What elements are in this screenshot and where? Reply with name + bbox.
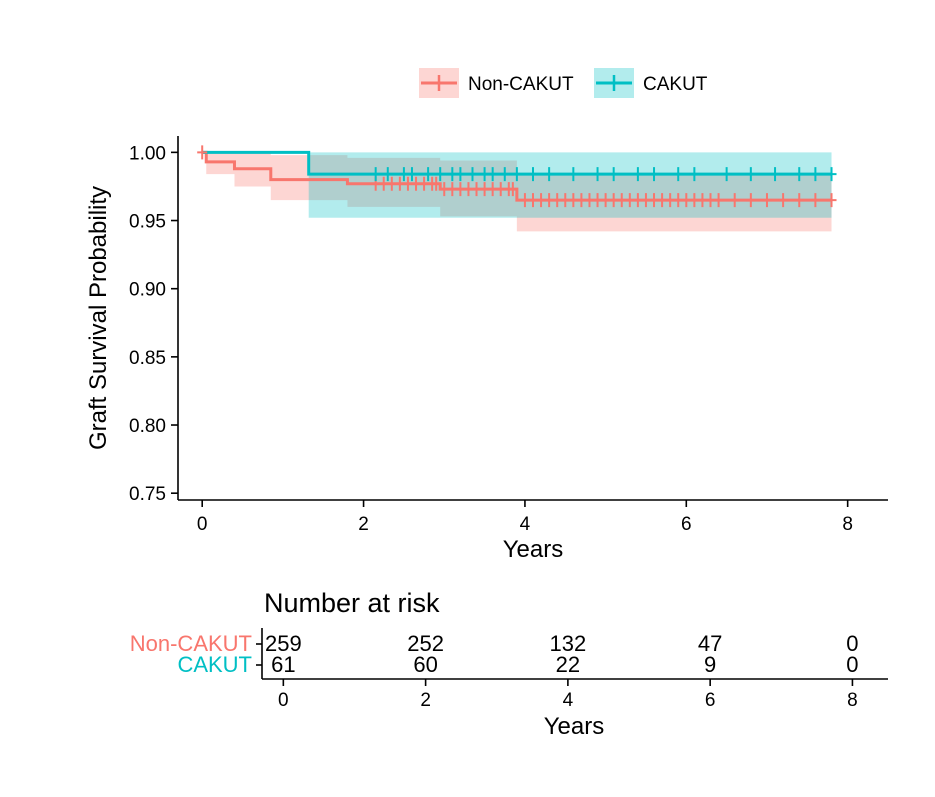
x-tick-label: 0 bbox=[197, 514, 208, 535]
x-tick-label: 6 bbox=[681, 514, 692, 535]
censor-mark-cakut bbox=[544, 167, 555, 182]
y-tick-label: 0.85 bbox=[129, 348, 166, 369]
risk-count-non-cakut: 47 bbox=[698, 631, 722, 656]
risk-count-cakut: 22 bbox=[556, 652, 580, 677]
legend-label-cakut: CAKUT bbox=[643, 74, 708, 95]
risk-x-axis-label: Years bbox=[544, 713, 605, 740]
censor-mark-cakut bbox=[810, 167, 821, 182]
y-tick-label: 0.90 bbox=[129, 280, 166, 301]
censor-mark-non-cakut bbox=[761, 193, 772, 208]
censor-mark-cakut bbox=[406, 167, 417, 182]
censor-mark-cakut bbox=[568, 167, 579, 182]
censor-mark-cakut bbox=[770, 167, 781, 182]
risk-x-tick-label: 0 bbox=[278, 690, 289, 711]
censor-mark-non-cakut bbox=[778, 193, 789, 208]
y-tick-label: 0.75 bbox=[129, 484, 166, 505]
survival-plot: 0.75 0.80 0.85 0.90 0.95 1.00 0 2 4 6 8 Years Gra… bbox=[85, 136, 888, 563]
censor-mark-cakut bbox=[455, 167, 466, 182]
legend-label-non-cakut: Non-CAKUT bbox=[468, 74, 574, 95]
legend-item-non-cakut: Non-CAKUT bbox=[419, 68, 574, 98]
y-axis-label: Graft Survival Probability bbox=[85, 186, 112, 450]
censor-mark-cakut bbox=[382, 167, 393, 182]
x-axis-ticks: 0 2 4 6 8 bbox=[197, 500, 853, 535]
censor-mark-cakut bbox=[745, 167, 756, 182]
censor-mark-cakut bbox=[794, 167, 805, 182]
censor-mark-cakut bbox=[673, 167, 684, 182]
risk-x-tick-label: 6 bbox=[705, 690, 716, 711]
censor-mark-cakut bbox=[511, 167, 522, 182]
censor-mark-cakut bbox=[592, 167, 603, 182]
y-tick-label: 0.95 bbox=[129, 212, 166, 233]
censor-mark-cakut bbox=[528, 167, 538, 182]
risk-count-cakut: 60 bbox=[413, 652, 437, 677]
risk-row-label-non-cakut: Non-CAKUT bbox=[130, 631, 252, 656]
risk-count-non-cakut: 132 bbox=[550, 631, 587, 656]
censor-mark-cakut bbox=[370, 167, 381, 182]
censor-mark-cakut bbox=[467, 167, 478, 182]
risk-count-cakut: 61 bbox=[271, 652, 295, 677]
censor-mark-cakut bbox=[423, 167, 434, 182]
risk-count-non-cakut: 259 bbox=[265, 631, 302, 656]
censor-mark-non-cakut bbox=[197, 145, 208, 160]
censor-marks bbox=[197, 145, 837, 208]
risk-table-rows: Non-CAKUT 259 252 132 47 0 CAKUT 61 60 22 9 0 bbox=[130, 631, 859, 677]
legend: Non-CAKUT CAKUT bbox=[419, 68, 708, 98]
censor-mark-cakut bbox=[499, 167, 510, 182]
censor-mark-non-cakut bbox=[713, 193, 724, 208]
censor-mark-cakut bbox=[721, 167, 732, 182]
censor-mark-cakut bbox=[632, 167, 643, 182]
y-tick-label: 1.00 bbox=[129, 143, 166, 164]
censor-mark-cakut bbox=[435, 167, 446, 182]
x-tick-label: 2 bbox=[358, 514, 369, 535]
risk-count-non-cakut: 252 bbox=[407, 631, 444, 656]
legend-item-cakut: CAKUT bbox=[594, 68, 708, 98]
risk-count-non-cakut: 0 bbox=[846, 631, 858, 656]
risk-count-cakut: 9 bbox=[704, 652, 716, 677]
y-tick-label: 0.80 bbox=[129, 416, 166, 437]
censor-mark-non-cakut bbox=[431, 176, 442, 191]
censor-mark-cakut bbox=[649, 167, 660, 182]
x-axis-label: Years bbox=[503, 536, 564, 563]
risk-row-label-cakut: CAKUT bbox=[177, 652, 252, 677]
censor-mark-non-cakut bbox=[794, 193, 805, 208]
censor-mark-cakut bbox=[689, 167, 700, 182]
risk-table-title: Number at risk bbox=[264, 588, 440, 618]
censor-mark-cakut bbox=[826, 167, 837, 182]
censor-mark-non-cakut bbox=[826, 193, 837, 208]
censor-mark-cakut bbox=[487, 167, 498, 182]
censor-mark-non-cakut bbox=[729, 193, 740, 208]
y-axis-ticks: 0.75 0.80 0.85 0.90 0.95 1.00 bbox=[129, 143, 178, 505]
risk-x-tick-label: 2 bbox=[420, 690, 431, 711]
risk-x-tick-label: 4 bbox=[563, 690, 574, 711]
censor-mark-non-cakut bbox=[810, 193, 821, 208]
censor-mark-cakut bbox=[608, 167, 619, 182]
censor-mark-non-cakut bbox=[745, 193, 756, 208]
risk-x-tick-label: 8 bbox=[847, 690, 858, 711]
x-tick-label: 4 bbox=[520, 514, 531, 535]
censor-mark-non-cakut bbox=[507, 182, 518, 197]
risk-table: Number at risk Non-CAKUT 259 252 132 47 0 CAKU… bbox=[130, 588, 888, 740]
risk-count-cakut: 0 bbox=[846, 652, 858, 677]
x-tick-label: 8 bbox=[842, 514, 853, 535]
risk-x-axis-ticks: 0 2 4 6 8 bbox=[278, 679, 858, 711]
